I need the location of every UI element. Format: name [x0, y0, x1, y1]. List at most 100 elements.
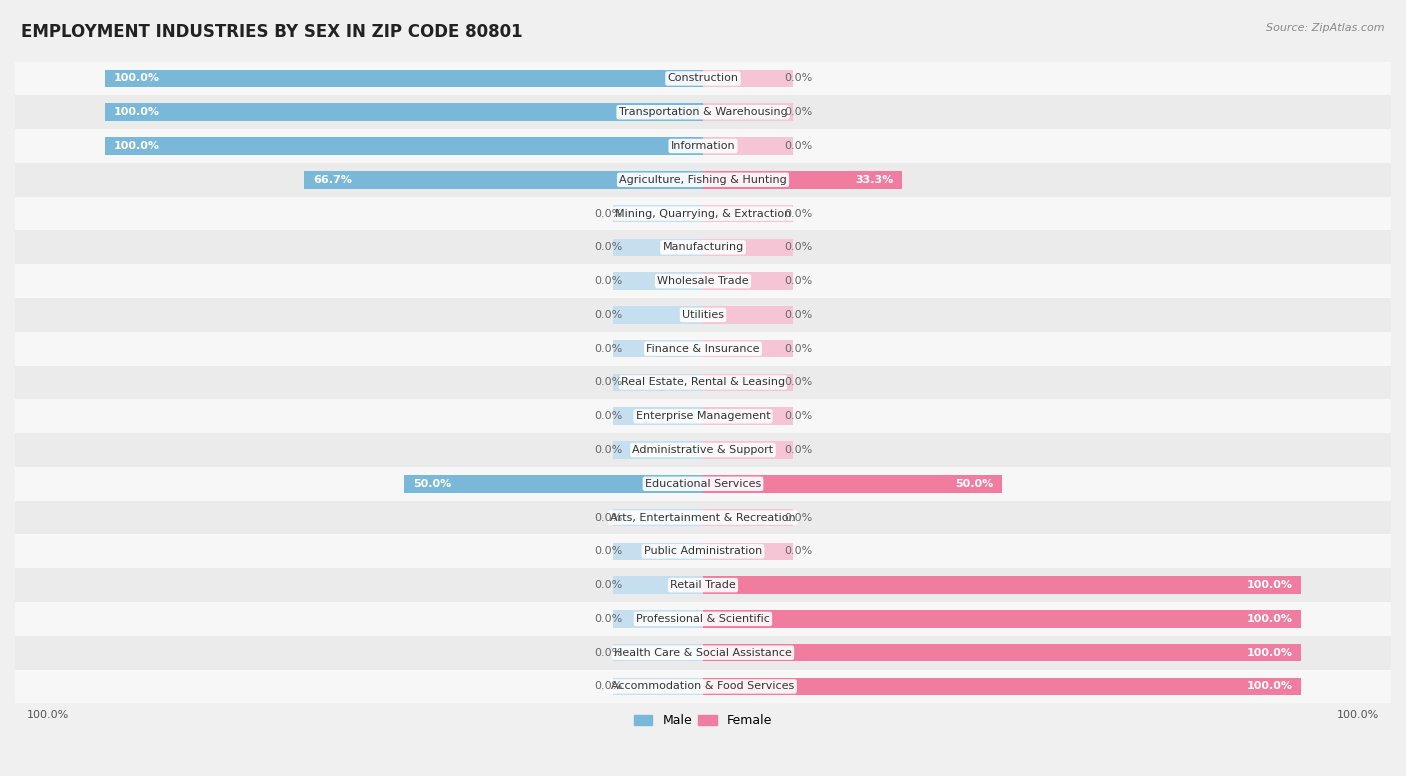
Text: Administrative & Support: Administrative & Support [633, 445, 773, 455]
Bar [626, 509, 703, 526]
Bar [15, 95, 1391, 129]
Bar [703, 238, 780, 256]
Bar [15, 670, 1391, 703]
Text: 0.0%: 0.0% [593, 377, 623, 387]
Text: Transportation & Warehousing: Transportation & Warehousing [619, 107, 787, 117]
Text: Construction: Construction [668, 74, 738, 84]
Bar [613, 509, 703, 526]
Bar [703, 272, 793, 290]
Bar [613, 306, 703, 324]
Text: 100.0%: 100.0% [1246, 681, 1292, 691]
Text: Accommodation & Food Services: Accommodation & Food Services [612, 681, 794, 691]
Bar [613, 644, 703, 661]
Text: 100.0%: 100.0% [114, 141, 160, 151]
Bar [15, 332, 1391, 365]
Bar [703, 442, 793, 459]
Bar [404, 475, 703, 493]
Text: 100.0%: 100.0% [1246, 580, 1292, 590]
Text: 0.0%: 0.0% [593, 242, 623, 252]
Bar [626, 442, 703, 459]
Bar [703, 407, 780, 425]
Bar [613, 577, 703, 594]
Bar [703, 340, 793, 358]
Bar [15, 568, 1391, 602]
Bar [703, 542, 780, 560]
Text: 0.0%: 0.0% [593, 344, 623, 354]
Bar [703, 374, 780, 391]
Text: Manufacturing: Manufacturing [662, 242, 744, 252]
Bar [15, 265, 1391, 298]
Bar [703, 577, 1302, 594]
Text: 100.0%: 100.0% [27, 710, 69, 720]
Bar [703, 171, 903, 189]
Text: 0.0%: 0.0% [593, 648, 623, 658]
Text: Enterprise Management: Enterprise Management [636, 411, 770, 421]
Bar [703, 374, 793, 391]
Text: 50.0%: 50.0% [413, 479, 451, 489]
Text: 0.0%: 0.0% [593, 546, 623, 556]
Text: 0.0%: 0.0% [593, 580, 623, 590]
Bar [626, 374, 703, 391]
Text: 0.0%: 0.0% [593, 681, 623, 691]
Legend: Male, Female: Male, Female [628, 709, 778, 733]
Bar [15, 400, 1391, 433]
Text: 0.0%: 0.0% [783, 276, 813, 286]
Text: 0.0%: 0.0% [783, 513, 813, 522]
Bar [613, 238, 703, 256]
Bar [15, 298, 1391, 332]
Bar [626, 306, 703, 324]
Bar [703, 137, 793, 154]
Bar [304, 171, 703, 189]
Bar [15, 365, 1391, 400]
Bar [703, 442, 780, 459]
Text: 0.0%: 0.0% [783, 74, 813, 84]
Bar [703, 509, 780, 526]
Text: 0.0%: 0.0% [783, 310, 813, 320]
Text: 0.0%: 0.0% [783, 546, 813, 556]
Bar [15, 230, 1391, 265]
Text: 66.7%: 66.7% [314, 175, 352, 185]
Bar [626, 644, 703, 661]
Text: Arts, Entertainment & Recreation: Arts, Entertainment & Recreation [610, 513, 796, 522]
Bar [626, 238, 703, 256]
Bar [104, 137, 703, 154]
Text: Public Administration: Public Administration [644, 546, 762, 556]
Text: 0.0%: 0.0% [783, 107, 813, 117]
Text: 0.0%: 0.0% [593, 614, 623, 624]
Text: 50.0%: 50.0% [955, 479, 993, 489]
Bar [703, 103, 793, 121]
Bar [703, 70, 780, 87]
Text: 0.0%: 0.0% [783, 377, 813, 387]
Bar [613, 407, 703, 425]
Bar [613, 272, 703, 290]
Bar [613, 542, 703, 560]
Bar [626, 577, 703, 594]
Bar [703, 70, 793, 87]
Bar [703, 238, 793, 256]
Text: 33.3%: 33.3% [855, 175, 893, 185]
Text: 0.0%: 0.0% [593, 411, 623, 421]
Bar [703, 340, 780, 358]
Text: Information: Information [671, 141, 735, 151]
Bar [104, 103, 703, 121]
Bar [703, 542, 793, 560]
Bar [15, 61, 1391, 95]
Text: Health Care & Social Assistance: Health Care & Social Assistance [614, 648, 792, 658]
Bar [703, 306, 780, 324]
Text: 0.0%: 0.0% [593, 513, 623, 522]
Text: Real Estate, Rental & Leasing: Real Estate, Rental & Leasing [621, 377, 785, 387]
Bar [626, 340, 703, 358]
Bar [703, 644, 1302, 661]
Bar [15, 501, 1391, 535]
Bar [613, 374, 703, 391]
Text: Mining, Quarrying, & Extraction: Mining, Quarrying, & Extraction [614, 209, 792, 219]
Bar [703, 205, 780, 223]
Bar [15, 636, 1391, 670]
Text: 0.0%: 0.0% [593, 445, 623, 455]
Bar [626, 542, 703, 560]
Bar [703, 205, 793, 223]
Text: Retail Trade: Retail Trade [671, 580, 735, 590]
Bar [613, 205, 703, 223]
Bar [613, 340, 703, 358]
Text: Educational Services: Educational Services [645, 479, 761, 489]
